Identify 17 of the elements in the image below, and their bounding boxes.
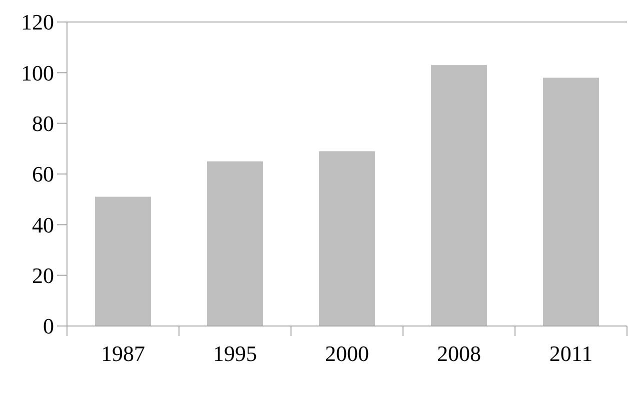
x-tick-label: 2000 bbox=[325, 341, 369, 366]
y-tick-label: 40 bbox=[32, 212, 54, 238]
x-tick-label: 1987 bbox=[101, 341, 145, 366]
y-tick-label: 80 bbox=[32, 111, 54, 136]
x-tick-label: 2011 bbox=[549, 341, 593, 366]
y-tick-label: 120 bbox=[21, 10, 54, 35]
bar bbox=[431, 65, 487, 326]
bar bbox=[543, 78, 599, 326]
y-tick-label: 100 bbox=[21, 60, 54, 86]
y-tick-label: 60 bbox=[32, 162, 54, 187]
x-tick-label: 1995 bbox=[213, 341, 257, 366]
x-tick-label: 2008 bbox=[437, 341, 481, 366]
y-tick-label: 20 bbox=[32, 263, 54, 288]
bar bbox=[207, 161, 263, 326]
bar bbox=[319, 151, 375, 326]
bar bbox=[95, 196, 151, 326]
y-tick-label: 0 bbox=[43, 314, 54, 339]
